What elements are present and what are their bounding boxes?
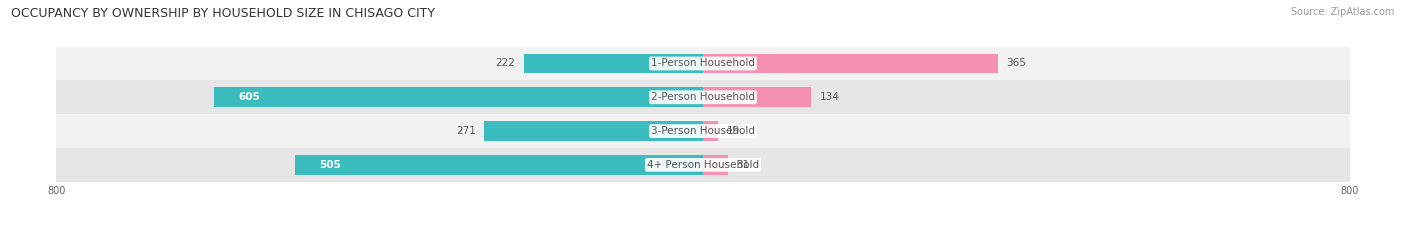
Bar — [56, 148, 1350, 182]
Text: 134: 134 — [820, 92, 839, 102]
Text: 31: 31 — [737, 160, 749, 170]
Text: 505: 505 — [319, 160, 340, 170]
Text: 605: 605 — [238, 92, 260, 102]
Text: 3-Person Household: 3-Person Household — [651, 126, 755, 136]
Bar — [703, 87, 811, 107]
Bar — [56, 47, 1350, 80]
Bar — [295, 155, 703, 175]
Bar — [523, 54, 703, 73]
Text: 271: 271 — [456, 126, 475, 136]
Bar — [703, 54, 998, 73]
Bar — [484, 121, 703, 141]
Bar — [703, 155, 728, 175]
Text: 1-Person Household: 1-Person Household — [651, 58, 755, 69]
Bar — [214, 87, 703, 107]
Text: 2-Person Household: 2-Person Household — [651, 92, 755, 102]
Bar — [56, 114, 1350, 148]
Text: OCCUPANCY BY OWNERSHIP BY HOUSEHOLD SIZE IN CHISAGO CITY: OCCUPANCY BY OWNERSHIP BY HOUSEHOLD SIZE… — [11, 7, 436, 20]
Text: 4+ Person Household: 4+ Person Household — [647, 160, 759, 170]
Text: 365: 365 — [1007, 58, 1026, 69]
Bar — [703, 121, 718, 141]
Text: Source: ZipAtlas.com: Source: ZipAtlas.com — [1291, 7, 1395, 17]
Bar — [56, 80, 1350, 114]
Text: 19: 19 — [727, 126, 740, 136]
Text: 222: 222 — [495, 58, 516, 69]
